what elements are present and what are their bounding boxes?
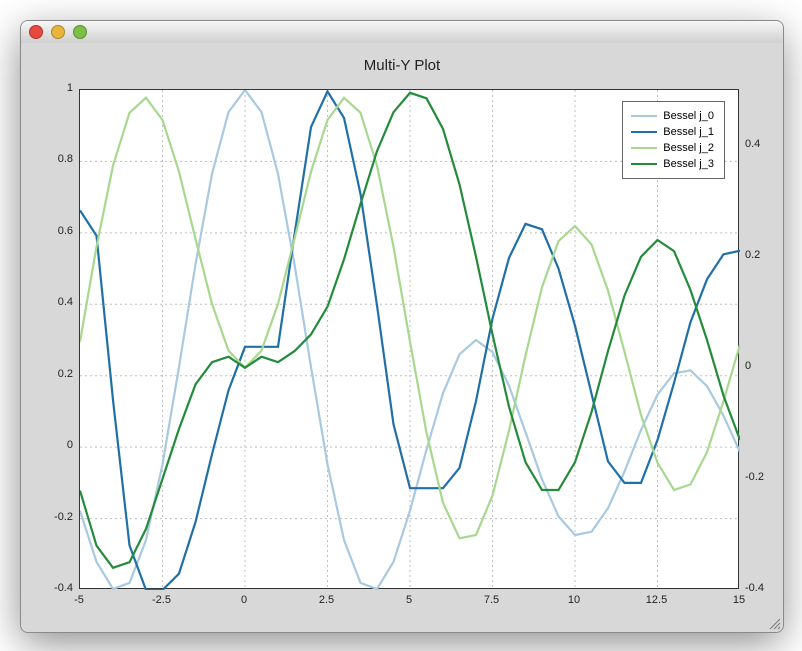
zoom-icon[interactable] (73, 25, 87, 39)
close-icon[interactable] (29, 25, 43, 39)
x-tick-label: 0 (224, 594, 264, 606)
legend-swatch (631, 163, 657, 165)
desktop: Multi-Y Plot -0.4-0.200.20.40.60.81 -0.4… (0, 0, 802, 651)
legend-label: Bessel j_0 (663, 110, 714, 122)
legend-swatch (631, 147, 657, 149)
x-tick-label: 12.5 (637, 594, 677, 606)
x-tick-label: 5 (389, 594, 429, 606)
window-content: Multi-Y Plot -0.4-0.200.20.40.60.81 -0.4… (21, 43, 783, 632)
y-left-tick-label: 0.8 (33, 153, 73, 165)
legend-row: Bessel j_3 (631, 156, 714, 172)
y-left-tick-label: 0 (33, 439, 73, 451)
legend-swatch (631, 115, 657, 117)
legend-row: Bessel j_0 (631, 108, 714, 124)
legend-label: Bessel j_1 (663, 126, 714, 138)
legend-label: Bessel j_3 (663, 158, 714, 170)
minimize-icon[interactable] (51, 25, 65, 39)
y-right-tick-label: 0 (745, 360, 784, 372)
x-tick-label: 7.5 (472, 594, 512, 606)
x-tick-label: -2.5 (142, 594, 182, 606)
legend-row: Bessel j_1 (631, 124, 714, 140)
y-right-tick-label: -0.2 (745, 471, 784, 483)
legend-label: Bessel j_2 (663, 142, 714, 154)
y-left-tick-label: 0.4 (33, 296, 73, 308)
titlebar[interactable] (21, 21, 783, 44)
x-tick-label: 15 (719, 594, 759, 606)
resize-grip-icon[interactable] (767, 616, 781, 630)
plot-container: -0.4-0.200.20.40.60.81 -0.4-0.200.20.4 -… (79, 89, 739, 589)
x-tick-label: 10 (554, 594, 594, 606)
y-left-tick-label: -0.4 (33, 582, 73, 594)
legend: Bessel j_0 Bessel j_1 Bessel j_2 Bessel j_3 (622, 101, 725, 179)
y-left-tick-label: 1 (33, 82, 73, 94)
y-right-tick-label: 0.2 (745, 249, 784, 261)
x-tick-label: -5 (59, 594, 99, 606)
chart-title: Multi-Y Plot (21, 57, 783, 74)
y-left-tick-label: -0.2 (33, 511, 73, 523)
y-right-tick-label: 0.4 (745, 138, 784, 150)
y-left-tick-label: 0.2 (33, 368, 73, 380)
app-window: Multi-Y Plot -0.4-0.200.20.40.60.81 -0.4… (20, 20, 784, 633)
legend-swatch (631, 131, 657, 133)
y-right-tick-label: -0.4 (745, 582, 784, 594)
legend-row: Bessel j_2 (631, 140, 714, 156)
x-tick-label: 2.5 (307, 594, 347, 606)
y-left-tick-label: 0.6 (33, 225, 73, 237)
